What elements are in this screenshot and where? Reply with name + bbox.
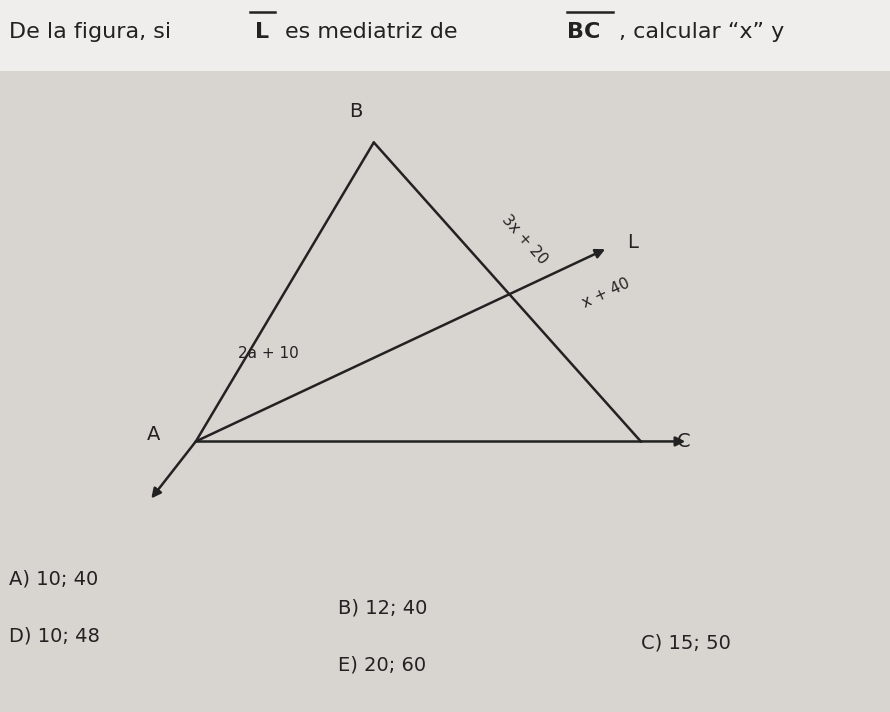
Text: C) 15; 50: C) 15; 50: [641, 634, 731, 653]
Text: E) 20; 60: E) 20; 60: [338, 655, 426, 674]
Text: x + 40: x + 40: [579, 276, 632, 310]
Text: C: C: [676, 432, 690, 451]
Text: A: A: [147, 425, 160, 444]
Text: , calcular “x” y: , calcular “x” y: [619, 22, 784, 42]
Bar: [0, 0, 890, 71]
Text: L: L: [627, 233, 638, 251]
Text: 3x + 20: 3x + 20: [498, 212, 550, 268]
Text: A) 10; 40: A) 10; 40: [9, 570, 98, 589]
Text: B) 12; 40: B) 12; 40: [338, 598, 427, 617]
Text: D) 10; 48: D) 10; 48: [9, 627, 100, 646]
Text: es mediatriz de: es mediatriz de: [285, 22, 457, 42]
Text: L: L: [255, 22, 270, 42]
Text: B: B: [349, 102, 363, 121]
Text: De la figura, si: De la figura, si: [9, 22, 171, 42]
Text: 2a + 10: 2a + 10: [239, 346, 299, 361]
Text: BC: BC: [567, 22, 600, 42]
